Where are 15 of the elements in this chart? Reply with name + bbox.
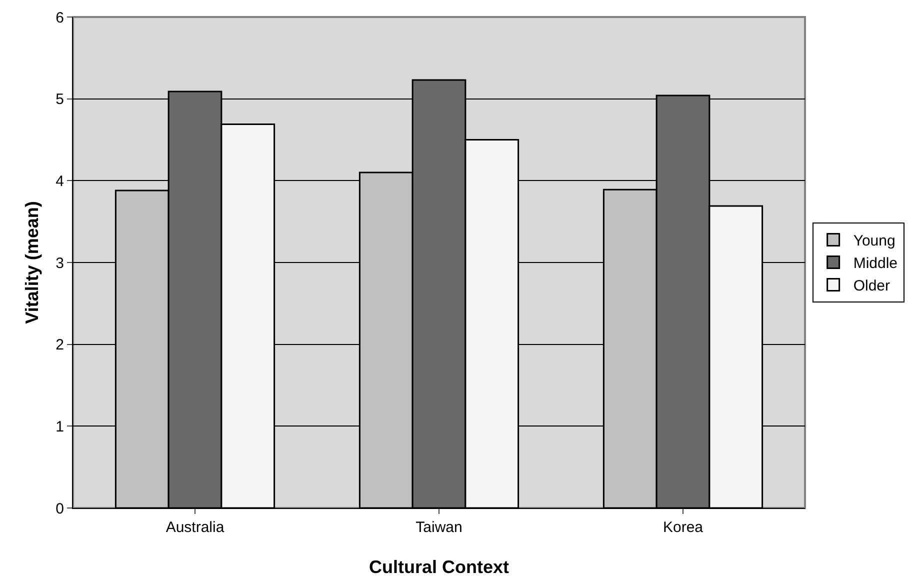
y-tick-label: 5	[56, 91, 64, 108]
legend-label: Older	[853, 278, 890, 295]
x-tick-label: Korea	[662, 519, 704, 536]
x-tick-label: Australia	[166, 519, 225, 536]
y-tick-label: 1	[56, 418, 64, 436]
y-tick-label: 2	[56, 336, 64, 354]
y-axis-title: Vitality (mean)	[22, 201, 42, 324]
x-axis-title: Cultural Context	[368, 557, 510, 578]
legend-label: Middle	[853, 255, 898, 272]
y-tick-label: 6	[56, 9, 64, 26]
legend-label: Young	[853, 232, 896, 250]
y-tick-label: 0	[56, 500, 64, 518]
y-tick-label: 4	[56, 172, 64, 190]
y-tick-label: 3	[56, 254, 64, 272]
x-tick-label: Taiwan	[416, 519, 462, 536]
